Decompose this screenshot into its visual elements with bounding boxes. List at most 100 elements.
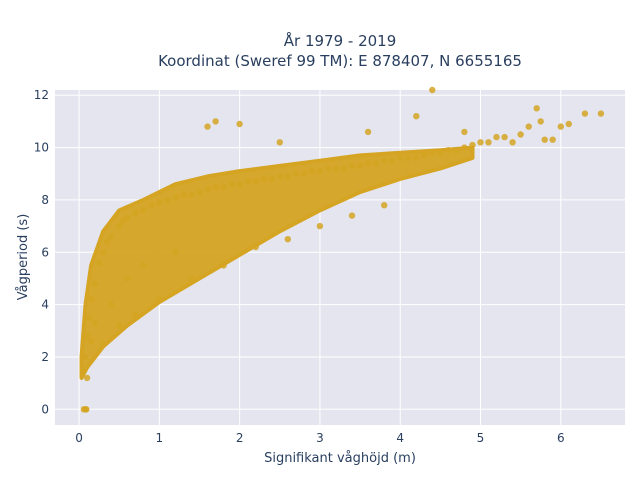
scatter-point bbox=[204, 186, 211, 193]
scatter-point bbox=[91, 280, 99, 287]
scatter-point bbox=[212, 118, 219, 125]
x-tick-label: 4 bbox=[396, 431, 404, 445]
scatter-point bbox=[124, 215, 131, 222]
scatter-point bbox=[284, 236, 291, 243]
y-tick-label: 0 bbox=[41, 402, 49, 416]
scatter-point bbox=[91, 319, 99, 327]
scatter-point bbox=[100, 249, 107, 256]
scatter-point bbox=[172, 249, 179, 256]
scatter-point bbox=[188, 275, 195, 282]
scatter-point bbox=[204, 123, 211, 130]
scatter-point bbox=[116, 322, 123, 329]
y-tick-label: 8 bbox=[41, 193, 49, 207]
scatter-point bbox=[501, 133, 508, 141]
chart-title-line-1: År 1979 - 2019 bbox=[284, 31, 397, 50]
scatter-point bbox=[364, 160, 372, 167]
scatter-point bbox=[477, 139, 484, 146]
scatter-point bbox=[300, 170, 308, 177]
scatter-point bbox=[381, 157, 388, 164]
scatter-point bbox=[132, 311, 139, 319]
scatter-point bbox=[292, 170, 299, 177]
scatter-point bbox=[83, 374, 91, 382]
scatter-point bbox=[188, 191, 195, 198]
scatter-point bbox=[324, 165, 332, 172]
scatter-point bbox=[83, 332, 91, 340]
scatter-point bbox=[83, 406, 90, 413]
scatter-point bbox=[236, 181, 243, 188]
scatter-point bbox=[308, 167, 316, 175]
scatter-point bbox=[244, 178, 251, 185]
scatter-point bbox=[116, 222, 123, 230]
scatter-point bbox=[96, 259, 103, 266]
scatter-point bbox=[100, 340, 107, 348]
chart-title-line-2: Koordinat (Sweref 99 TM): E 878407, N 66… bbox=[158, 52, 522, 70]
scatter-point bbox=[437, 149, 444, 156]
scatter-point bbox=[108, 301, 115, 308]
scatter-point bbox=[220, 183, 227, 190]
scatter-point bbox=[148, 202, 155, 209]
x-tick-label: 5 bbox=[477, 431, 485, 445]
scatter-point bbox=[397, 154, 404, 162]
scatter-point bbox=[87, 338, 95, 345]
x-tick-label: 0 bbox=[75, 431, 83, 445]
scatter-point bbox=[429, 86, 436, 94]
scatter-point bbox=[517, 131, 524, 138]
x-tick-label: 2 bbox=[236, 431, 244, 445]
scatter-point bbox=[557, 123, 564, 130]
scatter-point bbox=[284, 173, 291, 180]
scatter-point bbox=[124, 275, 131, 282]
scatter-point bbox=[87, 296, 95, 303]
x-tick-label: 6 bbox=[557, 431, 565, 445]
scatter-point bbox=[372, 160, 380, 167]
scatter-point bbox=[108, 233, 115, 240]
scatter-point bbox=[220, 262, 227, 269]
scatter-point bbox=[461, 128, 468, 136]
scatter-points bbox=[79, 86, 605, 413]
x-tick-label: 1 bbox=[156, 431, 164, 445]
scatter-point bbox=[196, 188, 203, 196]
scatter-point bbox=[469, 141, 476, 149]
scatter-point bbox=[104, 238, 111, 245]
scatter-point bbox=[549, 136, 556, 143]
y-tick-label: 10 bbox=[34, 141, 49, 155]
scatter-point bbox=[413, 154, 420, 162]
scatter-point bbox=[276, 173, 283, 180]
scatter-point bbox=[81, 353, 88, 361]
scatter-point bbox=[316, 167, 324, 175]
scatter-point bbox=[156, 199, 163, 206]
scatter-point bbox=[597, 110, 605, 117]
scatter-point bbox=[405, 154, 412, 162]
scatter-point bbox=[581, 110, 589, 117]
scatter-point bbox=[172, 194, 179, 201]
scatter-point bbox=[316, 222, 324, 230]
scatter-point bbox=[140, 207, 147, 214]
scatter-point bbox=[445, 147, 452, 154]
scatter-point bbox=[348, 162, 356, 170]
scatter-point bbox=[252, 178, 259, 185]
scatter-point bbox=[565, 120, 572, 128]
scatter-point bbox=[381, 202, 388, 209]
scatter-point bbox=[413, 113, 420, 120]
scatter-point bbox=[421, 152, 428, 159]
y-tick-label: 2 bbox=[41, 350, 49, 364]
scatter-point bbox=[132, 209, 139, 217]
scatter-point bbox=[140, 262, 147, 269]
y-axis-title: Vågperiod (s) bbox=[16, 214, 31, 301]
scatter-point bbox=[156, 296, 163, 303]
scatter-point bbox=[79, 366, 87, 374]
scatter-point bbox=[164, 196, 171, 204]
y-tick-label: 12 bbox=[34, 88, 49, 102]
scatter-point bbox=[364, 128, 372, 136]
scatter-point bbox=[533, 105, 540, 112]
scatter-point bbox=[461, 144, 468, 151]
scatter-point bbox=[453, 147, 460, 154]
x-tick-label: 3 bbox=[316, 431, 324, 445]
scatter-point bbox=[276, 139, 283, 146]
scatter-point bbox=[525, 123, 532, 130]
scatter-point bbox=[340, 165, 348, 172]
scatter-point bbox=[493, 133, 500, 141]
scatter-point bbox=[85, 314, 92, 321]
scatter-point bbox=[268, 175, 275, 183]
